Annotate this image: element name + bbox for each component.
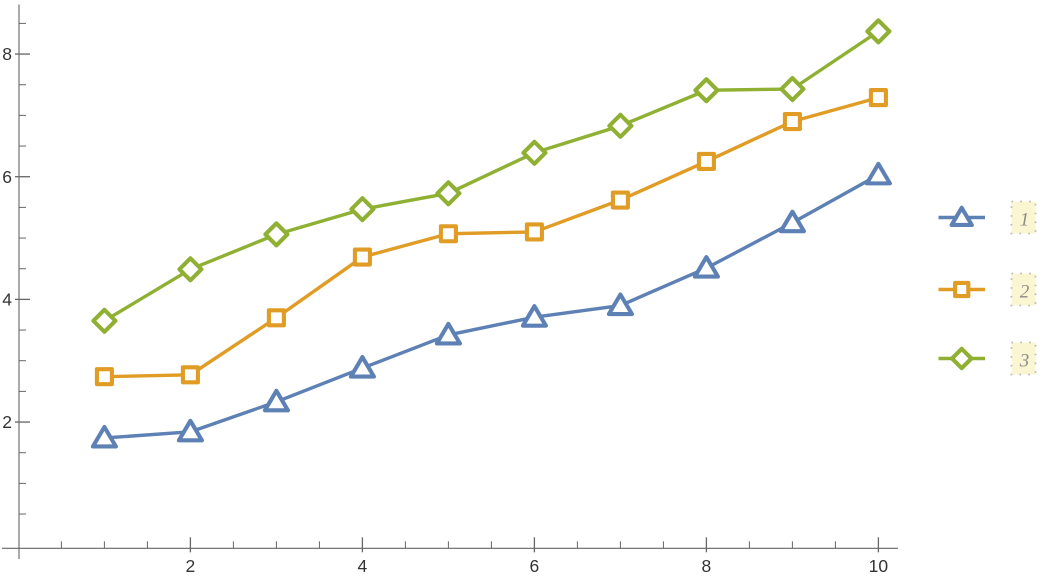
series-2-marker: [524, 222, 544, 242]
legend-label-1: 1: [1020, 210, 1030, 231]
series-3-line: [103, 29, 880, 323]
legend-key-marker-2: [953, 280, 971, 299]
x-tick-label: 2: [186, 556, 196, 576]
legend-key-marker-1: [949, 205, 974, 228]
series-3-marker: [263, 221, 290, 248]
series-1-marker: [606, 292, 634, 317]
series-3-marker: [865, 18, 892, 45]
series-2-marker: [266, 308, 286, 328]
series-1-marker: [520, 304, 548, 328]
series-3-marker: [435, 180, 462, 207]
series-2-line: [104, 95, 879, 379]
x-tick-label: 4: [358, 556, 368, 576]
series-3-marker: [693, 77, 720, 104]
x-tick-label: 6: [530, 556, 540, 576]
x-tick-label: 10: [869, 556, 889, 576]
series-1-marker: [176, 418, 204, 443]
series-2-marker: [610, 190, 630, 210]
series-1-marker: [692, 255, 720, 279]
series-1-marker: [348, 355, 376, 379]
series-1-marker: [90, 424, 118, 449]
series-3-marker: [521, 139, 548, 166]
series-3-marker: [779, 75, 806, 103]
series-2-marker: [94, 367, 114, 387]
legend-label-box-1: [1010, 200, 1037, 235]
series-2-marker: [180, 365, 200, 385]
series-1-marker: [864, 161, 892, 186]
series-3-marker: [607, 112, 634, 139]
legend-label-box-3: [1010, 341, 1037, 376]
y-tick-label: 4: [2, 290, 12, 310]
series-2-marker: [352, 247, 372, 267]
series-2-marker: [868, 88, 888, 108]
series-2-marker: [782, 111, 802, 132]
x-tick-label: 8: [702, 556, 712, 576]
series-1-line: [104, 173, 880, 440]
legend-label-box-2: [1010, 272, 1037, 307]
y-tick-label: 2: [2, 412, 12, 432]
legend-label-2: 2: [1020, 282, 1030, 303]
series-2-marker: [438, 224, 458, 244]
series-1-marker: [262, 388, 290, 413]
series-3-marker: [177, 256, 204, 283]
legend-key-marker-3: [949, 346, 974, 371]
y-tick-label: 6: [2, 167, 12, 187]
series-1-marker: [434, 321, 462, 346]
series-3-marker: [91, 307, 118, 334]
series-3-marker: [349, 196, 376, 223]
y-tick-label: 8: [2, 44, 12, 64]
legend-label-3: 3: [1019, 351, 1030, 372]
series-2-marker: [696, 151, 716, 171]
series-1-marker: [778, 209, 806, 234]
